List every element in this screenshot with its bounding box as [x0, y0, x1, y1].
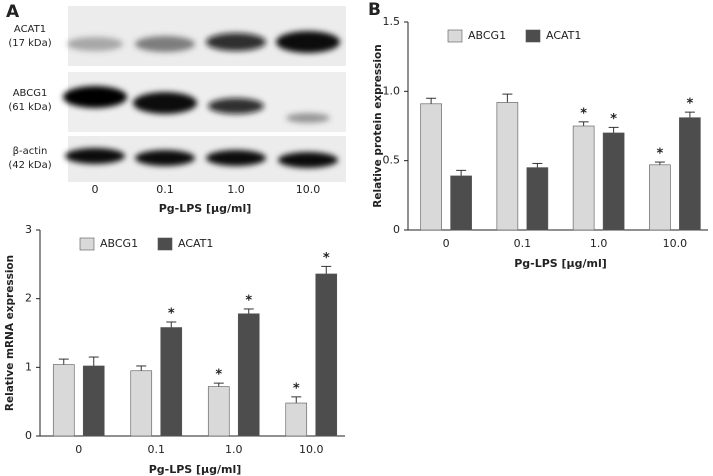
significance: *	[323, 251, 330, 266]
bar	[315, 273, 338, 437]
legend-label: ABCG1	[468, 29, 506, 42]
blot-band	[67, 37, 123, 51]
blot-lane-label: 0	[92, 183, 99, 196]
panel-label: A	[6, 2, 20, 22]
legend-swatch	[525, 29, 541, 43]
blot-row-label: β-actin	[13, 146, 48, 157]
blot-band	[135, 150, 195, 166]
bar	[160, 327, 183, 437]
bar	[679, 117, 701, 231]
x-tick-label: 1.0	[225, 443, 243, 456]
significance: *	[168, 307, 175, 322]
blot-band	[135, 36, 195, 52]
blot-row-label: ACAT1	[14, 24, 46, 35]
blot-row-label: ABCG1	[13, 88, 48, 99]
y-tick-label: 1	[25, 360, 32, 373]
blot-x-label: Pg-LPS [μg/ml]	[159, 202, 252, 215]
significance: *	[580, 106, 587, 121]
blot-lane-label: 1.0	[227, 183, 245, 196]
y-tick-label: 1.5	[383, 15, 401, 28]
bar	[207, 386, 230, 437]
x-axis-label: Pg-LPS [μg/ml]	[514, 257, 607, 270]
bar	[496, 102, 519, 231]
x-tick-label: 10.0	[299, 443, 324, 456]
significance: *	[686, 97, 693, 112]
bar	[82, 365, 105, 437]
blot-band	[206, 150, 266, 166]
significance: *	[610, 112, 617, 127]
x-tick-label: 10.0	[663, 237, 688, 250]
bar	[572, 125, 595, 231]
y-tick-label: 0.5	[383, 154, 401, 167]
blot-band	[286, 113, 330, 123]
significance: *	[245, 293, 252, 308]
bar	[649, 164, 671, 231]
blot-band	[208, 98, 264, 114]
blot-row-size: (61 kDa)	[8, 102, 51, 113]
y-tick-label: 1.0	[383, 84, 401, 97]
bar	[602, 132, 625, 231]
x-tick-label: 1.0	[590, 237, 608, 250]
x-tick-label: 0.1	[148, 443, 166, 456]
legend-swatch	[157, 237, 173, 251]
blot-band	[65, 148, 125, 164]
blot-band	[206, 33, 266, 51]
y-axis-label: Relative mRNA expression	[4, 255, 16, 411]
legend-label: ABCG1	[100, 237, 138, 250]
blot-lane-label: 10.0	[296, 183, 321, 196]
y-tick-label: 0	[393, 223, 400, 236]
legend-swatch	[447, 29, 463, 43]
x-axis-label: Pg-LPS [μg/ml]	[149, 463, 242, 476]
bar	[450, 175, 472, 231]
bar	[130, 370, 153, 437]
bar	[420, 103, 442, 231]
legend-label: ACAT1	[178, 237, 213, 250]
bar	[237, 313, 260, 437]
bar	[285, 402, 308, 437]
blot	[63, 6, 346, 182]
x-tick-label: 0	[443, 237, 450, 250]
blot-lane-label: 0.1	[156, 183, 174, 196]
legend-swatch	[79, 237, 95, 251]
x-tick-label: 0.1	[514, 237, 532, 250]
significance: *	[293, 381, 300, 396]
blot-band	[276, 31, 340, 53]
blot-band	[133, 92, 197, 114]
significance: *	[215, 368, 222, 383]
y-tick-label: 0	[25, 429, 32, 442]
bar	[526, 167, 549, 231]
y-tick-label: 3	[25, 223, 32, 236]
significance: *	[656, 147, 663, 162]
blot-band	[278, 152, 338, 168]
y-tick-label: 2	[25, 292, 32, 305]
x-tick-label: 0	[75, 443, 82, 456]
y-axis-label: Relative protein expression	[372, 44, 384, 207]
panel-label: B	[368, 0, 381, 20]
bar	[52, 364, 75, 437]
blot-row-size: (42 kDa)	[8, 160, 51, 171]
legend-label: ACAT1	[546, 29, 581, 42]
blot-row-size: (17 kDa)	[8, 38, 51, 49]
blot-band	[63, 86, 127, 108]
